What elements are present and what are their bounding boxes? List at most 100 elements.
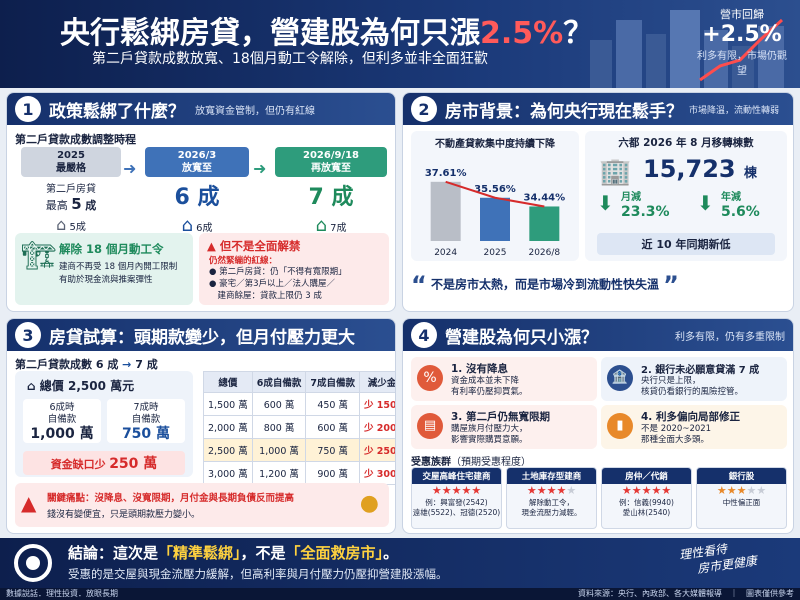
star-icon: ★ — [641, 484, 652, 497]
star-icon: ★ — [651, 484, 662, 497]
star-rating: ★★★★★ — [602, 484, 691, 497]
page-subtitle: 第二戶貸款成數放寬、18個月動工令解除，但利多並非全面狂歡 — [92, 51, 488, 67]
star-icon: ★ — [431, 484, 442, 497]
percent-icon: % — [417, 365, 443, 391]
reason-card-4: ▮ 4. 利多偏向局部修正 不是 2020~2021 那種全面大多頭。 — [601, 405, 787, 449]
timeline-step-2026-9-18: 2026/9/18 再放寬至 7 成 ⌂ 7成 — [275, 147, 387, 236]
arrow-down-icon: ⬇ — [697, 191, 714, 215]
star-icon: ★ — [631, 484, 642, 497]
section-stock-reason: 4 營建股為何只小漲？ 利多有限，仍有多重限制 % 1. 沒有降息 資金成本並未… — [402, 318, 794, 534]
beneficiary-desc: 例：信義(9940) 愛山林(2540) — [619, 498, 674, 517]
x-tick-label: 2025 — [484, 248, 507, 258]
bar-2026/8 — [529, 206, 560, 241]
star-icon: ★ — [746, 484, 757, 497]
beneficiary-card: 房仲／代銷 ★★★★★ 例：信義(9940) 愛山林(2540) — [601, 467, 692, 529]
star-icon: ★ — [726, 484, 737, 497]
house-icon: ⌂ — [315, 215, 327, 236]
beneficiary-card: 交屋高峰住宅建商 ★★★★★ 例：興富發(2542) 遠雄(5522)、冠德(2520… — [411, 467, 502, 529]
star-icon: ★ — [716, 484, 727, 497]
house-icon: ⌂ — [56, 215, 67, 234]
pain-point-card: ▲ 關鍵痛點：沒降息、沒寬限期，月付金與長期負債反而提高 錢沒有變便宜，只是頭期… — [15, 483, 389, 527]
section-mortgage-header: 3 房貸試算：頭期款變少，但月付壓力更大 — [7, 319, 395, 351]
beneficiary-card: 土地庫存型建商 ★★★★★ 解除動工令， 現金流壓力減輕。 — [506, 467, 597, 529]
lift-order-card: 🏗 解除 18 個月動工令 建商不再受 18 個月內開工限制 有助於現金流與推案彈… — [15, 233, 193, 305]
building-icon: 🏢 — [599, 157, 632, 187]
beneficiary-desc: 例：興富發(2542) 遠雄(5522)、冠德(2520) — [412, 498, 501, 517]
total-price-card: ⌂ 總價 2,500 萬元 6成時 自備款 1,000 萬 7成時 自備款 750 … — [15, 371, 193, 477]
star-icon: ★ — [471, 484, 482, 497]
house-icon: ⌂ — [27, 379, 36, 393]
beneficiary-name: 土地庫存型建商 — [507, 468, 596, 484]
rise-badge: 營市回歸 +2.5% 利多有限，市場仍觀望 — [697, 8, 787, 77]
loan-concentration-chart: 不動產貸款集中度持續下降 37.61% 2024 35.56% 2025 34.44% 2… — [411, 131, 579, 261]
warning-card: ▲ 但不是全面解禁 仍然緊繃的紅線： ● 第二戶房貸：仍「不得有寬限期」 ● 豪… — [199, 233, 389, 305]
star-rating: ★★★★★ — [507, 484, 596, 497]
trend-line — [445, 180, 545, 208]
conclusion-desc: 受惠的是交屋與現金流壓力緩解，但高利率與月付壓力仍壓抑營建股漲幅。 — [68, 567, 448, 581]
star-icon: ★ — [461, 484, 472, 497]
reason-card-2: 🏦 2. 銀行未必願意貸滿 7 成 央行只是上限， 核貸仍看銀行的風險控管。 — [601, 357, 787, 401]
house-icon: ⌂ — [181, 215, 193, 236]
document-icon: ▤ — [417, 413, 443, 439]
bar-value-label: 34.44% — [524, 192, 566, 203]
bank-icon: 🏦 — [607, 365, 633, 391]
timeline-step-2025: 2025 最嚴格 第二戶房貸 最高 5 成 ⌂ 5成 — [21, 147, 121, 234]
beneficiary-name: 房仲／代銷 — [602, 468, 691, 484]
quote: “ 不是房市太熱，而是市場冷到流動性快失溫 ” — [411, 271, 679, 299]
star-icon: ★ — [736, 484, 747, 497]
beneficiary-desc: 中性偏正面 — [722, 498, 761, 507]
beneficiary-card: 銀行股 ★★★★★ 中性偏正面 — [696, 467, 787, 529]
section-policy-header: 1 政策鬆綁了什麼？ 放寬資金管制，但仍有紅線 — [7, 93, 395, 125]
bar-chart-icon: ▮ — [607, 413, 633, 439]
arrow-down-icon: ⬇ — [597, 191, 614, 215]
star-icon: ★ — [536, 484, 547, 497]
timeline-step-2026-3: 2026/3 放寬至 6 成 ⌂ 6成 — [145, 147, 249, 236]
bar-2025 — [480, 197, 510, 241]
star-icon: ★ — [546, 484, 557, 497]
beneficiary-name: 銀行股 — [697, 468, 786, 484]
target-icon — [14, 544, 52, 582]
arrow-right-icon: ➜ — [123, 159, 137, 178]
crane-icon: 🏗 — [21, 239, 57, 272]
section-background-header: 2 房市背景：為何央行現在鬆手？ 市場降溫，流動性轉弱 — [403, 93, 793, 125]
star-rating: ★★★★★ — [412, 484, 501, 497]
arrow-right-icon: ➜ — [253, 159, 267, 178]
bar-chart: 37.61% 2024 35.56% 2025 34.44% 2026/8 — [425, 168, 566, 258]
section-mortgage-calc: 3 房貸試算：頭期款變少，但月付壓力更大 第二戶貸款成數 6 成 → 7 成 ⌂… — [6, 318, 396, 534]
star-rating: ★★★★★ — [697, 484, 786, 497]
star-icon: ★ — [441, 484, 452, 497]
star-icon: ★ — [661, 484, 672, 497]
section-policy: 1 政策鬆綁了什麼？ 放寬資金管制，但仍有紅線 第二戶貸款成數調整時程 2025… — [6, 92, 396, 312]
footer: 數據說話．理性投資．放眼長期 資料來源：央行、內政部、各大媒體報導 ｜ 圖表僅供… — [0, 588, 800, 600]
bar-2024 — [430, 181, 461, 241]
city-skyline-icon — [590, 10, 784, 88]
conclusion-banner: 結論：這次是「精準鬆綁」，不是「全面救房市」。 受惠的是交屋與現金流壓力緩解，但… — [0, 538, 800, 588]
x-tick-label: 2024 — [434, 248, 457, 258]
coins-icon: ● — [359, 491, 379, 516]
section-background: 2 房市背景：為何央行現在鬆手？ 市場降溫，流動性轉弱 不動產貸款集中度持續下降… — [402, 92, 794, 312]
bar-value-label: 35.56% — [474, 184, 516, 195]
star-icon: ★ — [756, 484, 767, 497]
beneficiary-ratings: 交屋高峰住宅建商 ★★★★★ 例：興富發(2542) 遠雄(5522)、冠德(2520… — [411, 467, 787, 529]
warning-icon: ▲ — [207, 239, 216, 253]
header-banner: 央行鬆綁房貸，營建股為何只漲2.5%？ 第二戶貸款成數放寬、18個月動工令解除，… — [0, 0, 800, 88]
star-icon: ★ — [566, 484, 577, 497]
timeline-title: 第二戶貸款成數調整時程 — [15, 133, 136, 146]
transfer-count-card: 六都 2026 年 8 月移轉棟數 🏢 15,723 棟 ⬇ 月減 23.3% ⬇… — [585, 131, 787, 261]
warning-icon: ▲ — [21, 491, 37, 515]
reason-card-1: % 1. 沒有降息 資金成本並未下降 有利率仍壓抑買氣。 — [411, 357, 597, 401]
slogan: 理性看待 房市更健康 — [678, 541, 758, 576]
section-stock-header: 4 營建股為何只小漲？ 利多有限，仍有多重限制 — [403, 319, 793, 351]
beneficiary-name: 交屋高峰住宅建商 — [412, 468, 501, 484]
conclusion-title: 結論：這次是「精準鬆綁」，不是「全面救房市」。 — [68, 544, 399, 562]
star-icon: ★ — [526, 484, 537, 497]
beneficiary-desc: 解除動工令， 現金流壓力減輕。 — [521, 498, 582, 517]
x-tick-label: 2026/8 — [528, 248, 560, 258]
page-title: 央行鬆綁房貸，營建股為何只漲2.5%？ — [60, 16, 594, 51]
star-icon: ★ — [621, 484, 632, 497]
